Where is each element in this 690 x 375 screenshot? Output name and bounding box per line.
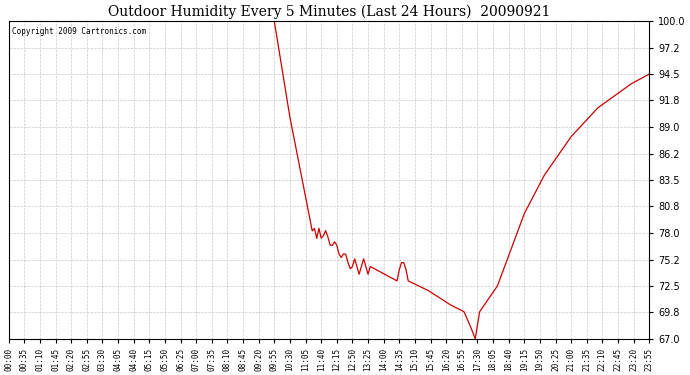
Text: Copyright 2009 Cartronics.com: Copyright 2009 Cartronics.com bbox=[12, 27, 146, 36]
Title: Outdoor Humidity Every 5 Minutes (Last 24 Hours)  20090921: Outdoor Humidity Every 5 Minutes (Last 2… bbox=[108, 4, 550, 18]
